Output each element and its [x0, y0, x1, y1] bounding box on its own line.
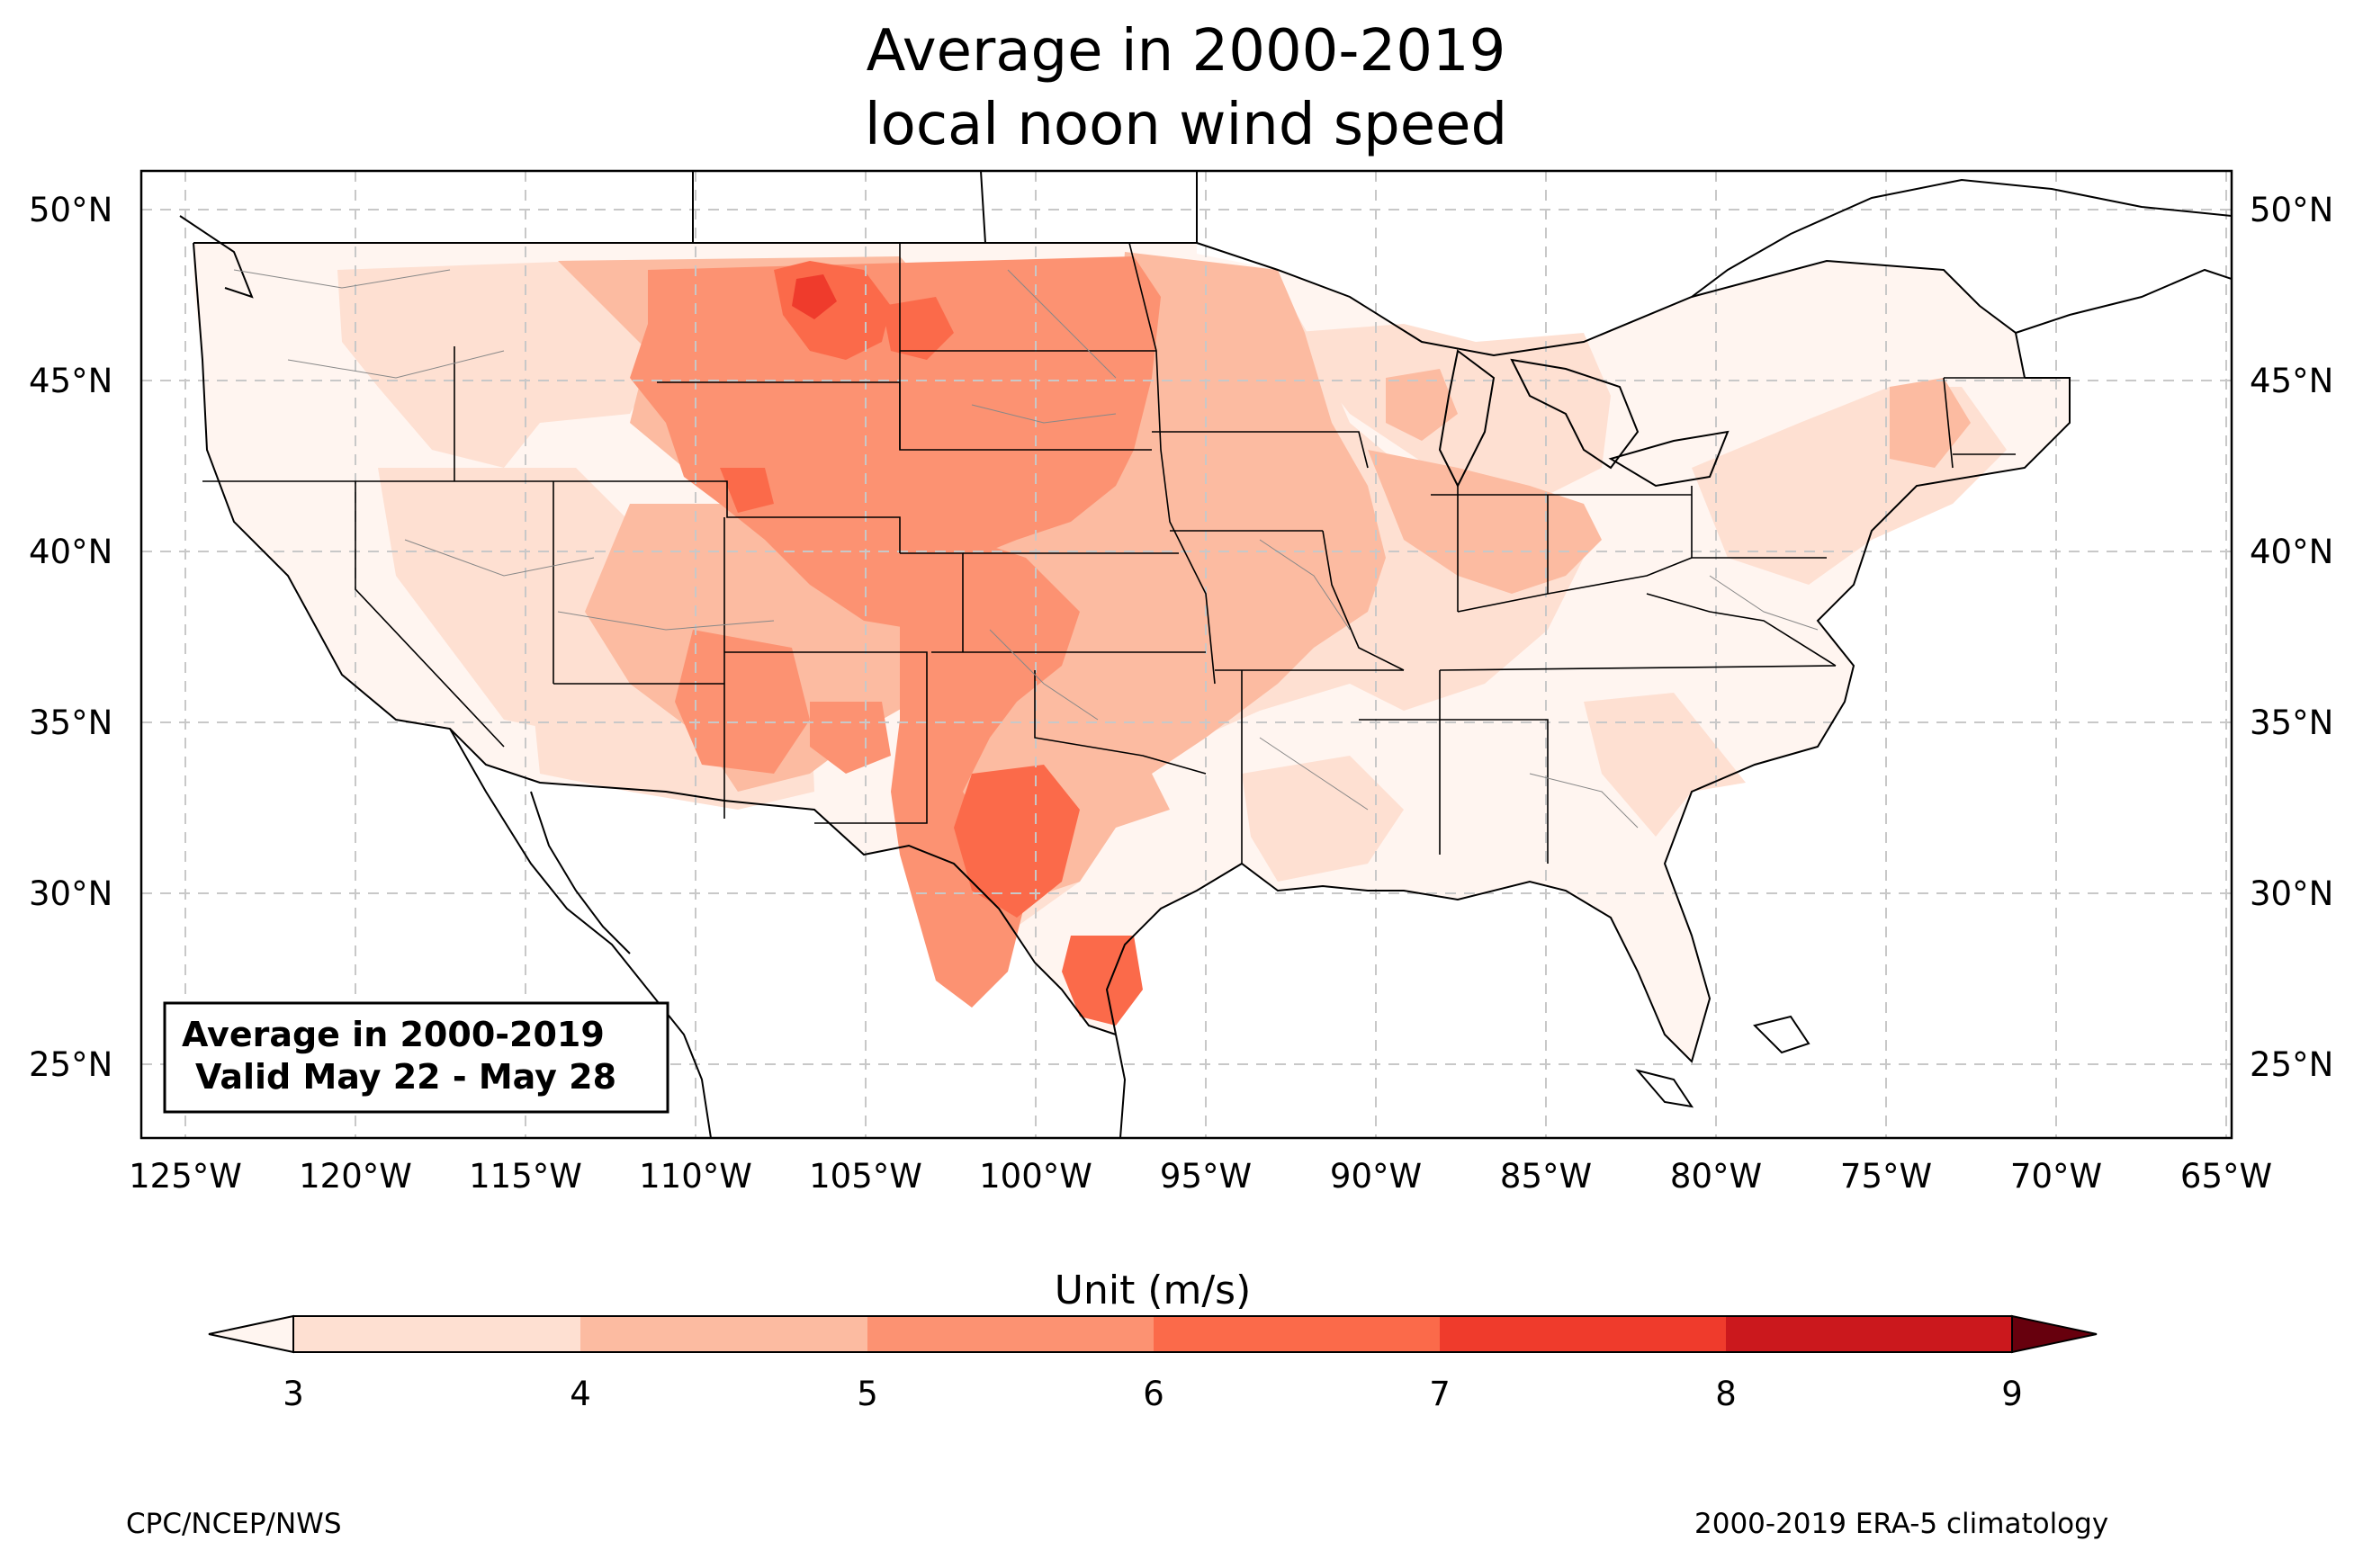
colorbar-bin — [580, 1316, 867, 1352]
lat-tick-left: 35°N — [29, 703, 112, 742]
colorbar-bin — [293, 1316, 580, 1352]
lon-tick: 95°W — [1160, 1157, 1252, 1196]
lat-tick-right: 30°N — [2250, 874, 2333, 913]
lat-ticks-left: 50°N 45°N 40°N 35°N 30°N 25°N — [29, 191, 112, 1084]
colorbar-bin — [1154, 1316, 1440, 1352]
colorbar-frame — [292, 1315, 2013, 1353]
colorbar-bin — [1726, 1316, 2012, 1352]
map-panel: Average in 2000-2019 Valid May 22 - May … — [139, 169, 2233, 1140]
map-title-line2: local noon wind speed — [865, 92, 1507, 158]
lon-tick: 75°W — [1840, 1157, 1932, 1196]
colorbar-over-arrow — [2011, 1314, 2098, 1354]
state-borders — [202, 242, 2052, 864]
lon-tick: 65°W — [2180, 1157, 2272, 1196]
lat-tick-right: 50°N — [2250, 191, 2333, 229]
lat-tick-right: 25°N — [2250, 1045, 2333, 1084]
lat-ticks-right: 50°N 45°N 40°N 35°N 30°N 25°N — [2250, 191, 2333, 1084]
colorbar-tick: 4 — [570, 1375, 591, 1413]
info-box-frame — [163, 1001, 669, 1114]
colorbar-bin — [867, 1316, 1154, 1352]
lon-tick: 110°W — [639, 1157, 752, 1196]
colorbar-label: Unit (m/s) — [1055, 1268, 1252, 1313]
lat-tick-left: 25°N — [29, 1045, 112, 1084]
lon-tick: 90°W — [1330, 1157, 1422, 1196]
map-title-line1: Average in 2000-2019 — [867, 18, 1506, 85]
contour-5-6 — [630, 256, 1161, 1008]
lon-tick: 80°W — [1670, 1157, 1762, 1196]
coastlines — [179, 171, 2232, 1138]
lat-tick-left: 30°N — [29, 874, 112, 913]
lat-tick-right: 35°N — [2250, 703, 2333, 742]
lat-tick-right: 45°N — [2250, 362, 2333, 400]
lat-tick-right: 40°N — [2250, 533, 2333, 571]
contour-7-8 — [792, 274, 837, 319]
info-box: Average in 2000-2019 Valid May 22 - May … — [163, 1001, 669, 1114]
colorbar-under-arrow — [208, 1314, 294, 1354]
colorbar-tick: 5 — [857, 1375, 878, 1413]
footer-right: 2000-2019 ERA-5 climatology — [1694, 1508, 2108, 1540]
lon-tick: 70°W — [2010, 1157, 2102, 1196]
lon-tick: 115°W — [469, 1157, 582, 1196]
lon-tick: 120°W — [299, 1157, 412, 1196]
contour-6-7 — [720, 261, 1143, 1026]
gridlines — [141, 171, 2232, 1138]
colorbar: Unit (m/s) 3 4 5 6 7 8 9 — [208, 1268, 2098, 1413]
lon-ticks: 125°W 120°W 115°W 110°W 105°W 100°W 95°W… — [129, 1157, 2272, 1196]
footer-left: CPC/NCEP/NWS — [126, 1508, 342, 1540]
info-box-line2: Valid May 22 - May 28 — [195, 1057, 616, 1097]
lon-tick: 100°W — [979, 1157, 1092, 1196]
map-frame — [139, 169, 2233, 1140]
lat-tick-left: 50°N — [29, 191, 112, 229]
colorbar-tick: 9 — [2001, 1375, 2023, 1413]
info-box-line1: Average in 2000-2019 — [182, 1015, 605, 1054]
colorbar-tick: 8 — [1715, 1375, 1737, 1413]
colorbar-tick: 7 — [1429, 1375, 1451, 1413]
colorbar-tick: 3 — [283, 1375, 304, 1413]
lon-tick: 105°W — [809, 1157, 922, 1196]
lat-tick-left: 40°N — [29, 533, 112, 571]
lat-tick-left: 45°N — [29, 362, 112, 400]
county-lines — [233, 269, 1819, 829]
lon-tick: 85°W — [1500, 1157, 1592, 1196]
colorbar-bin — [1440, 1316, 1726, 1352]
lon-tick: 125°W — [129, 1157, 242, 1196]
colorbar-tick: 6 — [1143, 1375, 1164, 1413]
